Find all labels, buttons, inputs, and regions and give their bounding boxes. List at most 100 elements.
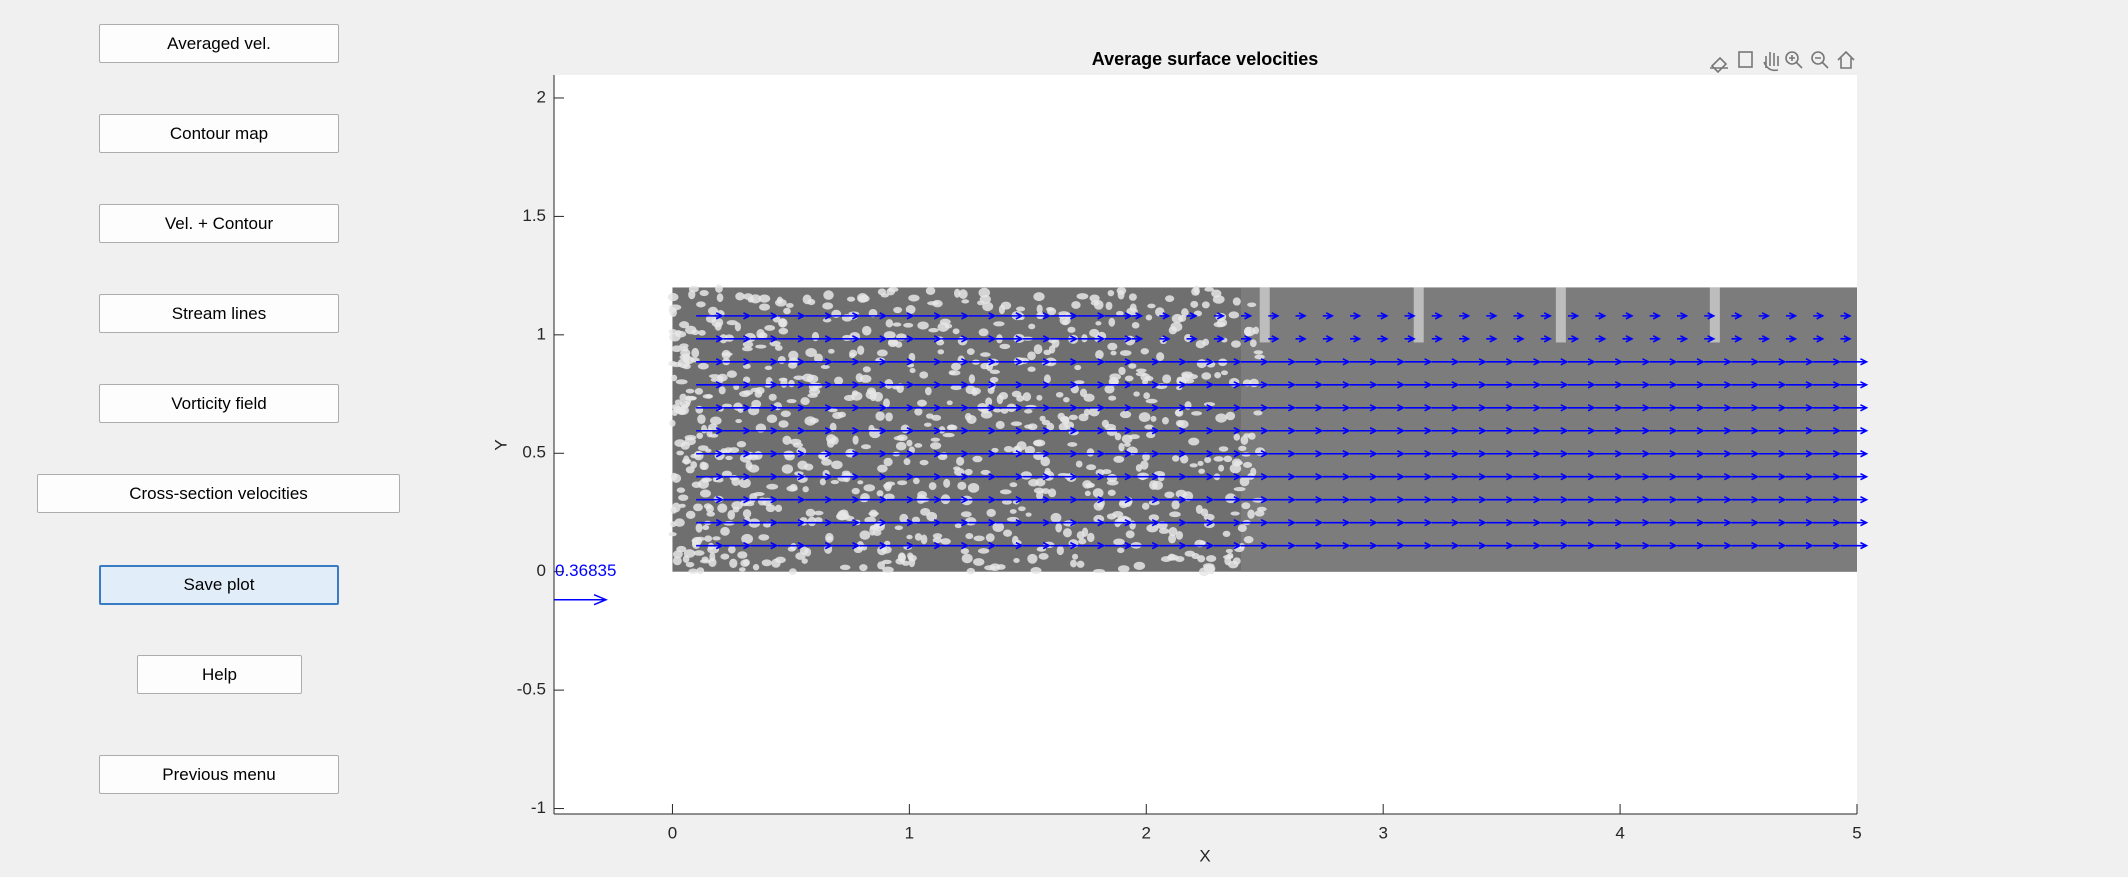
- particle: [1003, 445, 1014, 453]
- arrow: [1268, 404, 1297, 412]
- arrow: [914, 450, 942, 458]
- arrow: [1704, 427, 1733, 435]
- arrow: [1458, 427, 1487, 435]
- particle: [937, 349, 945, 355]
- particle: [883, 493, 895, 501]
- particle: [1237, 524, 1247, 532]
- arrow: [1377, 358, 1406, 366]
- arrow: [1622, 450, 1651, 458]
- particle: [919, 371, 929, 379]
- tool-icon[interactable]: [1811, 51, 1825, 65]
- particle: [1135, 368, 1147, 373]
- particle: [1104, 384, 1115, 394]
- button[interactable]: Stream lines: [99, 294, 339, 333]
- particle: [670, 362, 683, 368]
- arrow: [1840, 358, 1869, 366]
- arrow: [1731, 541, 1760, 550]
- particle: [961, 553, 973, 564]
- particle: [1025, 512, 1032, 517]
- arrow: [696, 427, 724, 435]
- button[interactable]: Save plot: [99, 565, 339, 605]
- particle: [1249, 378, 1259, 388]
- particle: [942, 432, 955, 438]
- particle: [965, 517, 977, 526]
- arrow: [1050, 518, 1079, 527]
- arrow: [1758, 312, 1770, 320]
- particle: [1211, 289, 1222, 298]
- particle: [742, 509, 752, 519]
- tool-icon[interactable]: [1837, 50, 1855, 69]
- particle: [774, 344, 783, 351]
- particle: [1067, 442, 1078, 447]
- arrow: [1622, 404, 1651, 412]
- arrow: [832, 404, 861, 412]
- button[interactable]: Help: [137, 655, 302, 694]
- particle: [1253, 410, 1263, 416]
- particle: [971, 387, 981, 395]
- button[interactable]: Previous menu: [99, 755, 339, 794]
- arrow: [1676, 541, 1705, 550]
- arrow: [1704, 358, 1733, 366]
- arrow: [1486, 312, 1498, 320]
- button[interactable]: Averaged vel.: [99, 24, 339, 63]
- arrow: [1758, 450, 1787, 458]
- particle: [1109, 373, 1121, 381]
- button[interactable]: Vorticity field: [99, 384, 339, 423]
- particle: [1233, 433, 1241, 441]
- particle: [1086, 532, 1095, 543]
- arrow: [777, 518, 806, 527]
- arrow: [750, 495, 779, 504]
- arrow: [1704, 472, 1733, 481]
- arrow: [1785, 312, 1798, 320]
- arrow: [1704, 541, 1733, 550]
- particle: [697, 414, 706, 425]
- particle: [1168, 533, 1177, 544]
- particle: [786, 485, 798, 492]
- particle: [829, 422, 837, 432]
- particle: [1117, 565, 1130, 573]
- particle: [812, 382, 823, 389]
- arrow: [1186, 335, 1198, 343]
- arrow: [859, 335, 888, 343]
- tool-icon[interactable]: [1785, 51, 1799, 65]
- arrow: [1676, 381, 1705, 389]
- arrow: [886, 427, 915, 435]
- arrow: [723, 541, 752, 550]
- particle: [814, 353, 823, 363]
- arrow: [1295, 472, 1324, 481]
- arrow: [1813, 335, 1825, 343]
- arrow: [1159, 358, 1188, 366]
- arrow: [1350, 541, 1378, 550]
- arrow: [1241, 358, 1269, 366]
- particle: [1230, 511, 1240, 516]
- arrow: [750, 427, 779, 435]
- particle: [1105, 301, 1113, 311]
- button[interactable]: Vel. + Contour: [99, 204, 339, 243]
- particle: [669, 304, 682, 311]
- arrow: [1813, 404, 1842, 412]
- particle: [1118, 442, 1125, 452]
- arrow: [1186, 472, 1215, 481]
- arrow: [1486, 358, 1515, 366]
- arrow: [1159, 472, 1188, 481]
- particle: [914, 533, 923, 541]
- button[interactable]: Cross-section velocities: [37, 474, 400, 513]
- arrow: [1513, 381, 1542, 389]
- particle: [741, 533, 754, 544]
- particle: [1056, 545, 1064, 556]
- y-tick-label: 0.5: [522, 443, 546, 462]
- arrow: [1350, 335, 1362, 343]
- particle: [940, 538, 951, 545]
- arrow: [1595, 358, 1624, 366]
- arrow: [805, 358, 833, 366]
- tool-icon[interactable]: [1738, 51, 1753, 68]
- tool-icon[interactable]: [1763, 52, 1779, 72]
- particle: [989, 376, 999, 383]
- button[interactable]: Contour map: [99, 114, 339, 153]
- particle: [920, 534, 928, 545]
- particle: [1223, 455, 1233, 463]
- tool-icon[interactable]: [1710, 56, 1728, 74]
- arrow: [1622, 335, 1634, 343]
- particle: [876, 490, 884, 497]
- particle: [875, 411, 885, 421]
